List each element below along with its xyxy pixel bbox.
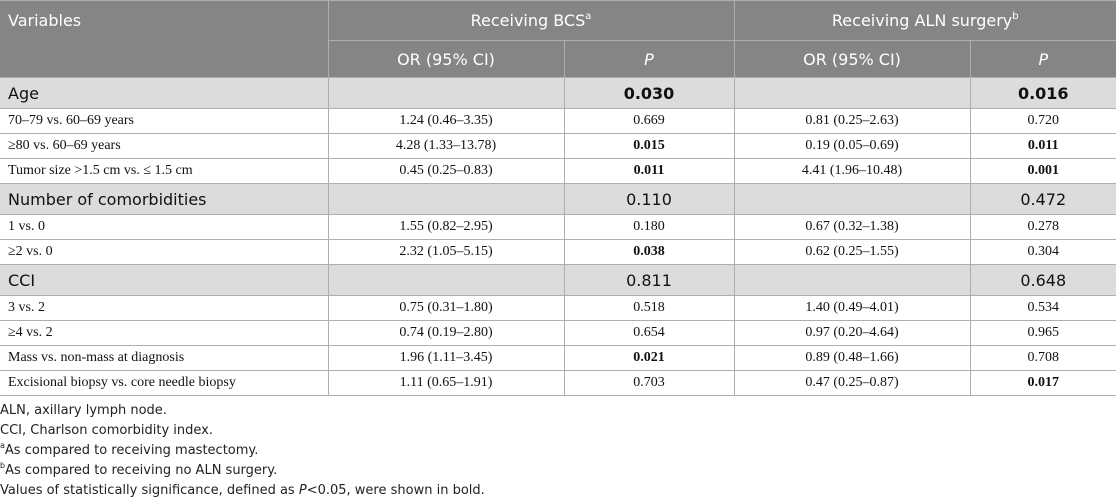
cell-or-aln: 0.89 (0.48–1.66) xyxy=(733,345,971,371)
header-aln-label: Receiving ALN surgery xyxy=(831,11,1013,30)
row-label: 70–79 vs. 60–69 years xyxy=(0,108,329,134)
cell-p-bcs: 0.811 xyxy=(563,264,735,296)
cell-p-bcs: 0.030 xyxy=(563,77,735,109)
cell-or-aln: 0.81 (0.25–2.63) xyxy=(733,108,971,134)
cell-p-bcs: 0.703 xyxy=(563,370,735,396)
group-row-cci: CCI 0.811 0.648 xyxy=(0,264,1116,296)
cell-p-aln: 0.720 xyxy=(969,108,1116,134)
footnote-b-mark: b xyxy=(0,461,6,470)
cell-or-bcs xyxy=(327,77,565,109)
cell-p-bcs: 0.038 xyxy=(563,239,735,265)
cell-or-aln: 0.47 (0.25–0.87) xyxy=(733,370,971,396)
row-label: 1 vs. 0 xyxy=(0,214,329,240)
footnote-b: bAs compared to receiving no ALN surgery… xyxy=(0,461,1116,481)
footnote-cci: CCI, Charlson comorbidity index. xyxy=(0,423,214,438)
cell-or-bcs: 1.55 (0.82–2.95) xyxy=(327,214,565,240)
cell-p-bcs: 0.654 xyxy=(563,320,735,346)
footnote-sig-pre: Values of statistically significance, de… xyxy=(0,483,299,498)
header-bcs-label: Receiving BCS xyxy=(470,11,586,30)
cell-or-aln xyxy=(733,264,971,296)
row-label: Excisional biopsy vs. core needle biopsy xyxy=(0,370,329,396)
header-bcs-footnote-mark: a xyxy=(585,11,592,22)
header-bcs: Receiving BCSa xyxy=(327,0,735,41)
cell-or-bcs: 1.96 (1.11–3.45) xyxy=(327,345,565,371)
cell-p-bcs: 0.015 xyxy=(563,133,735,159)
table-row: Mass vs. non-mass at diagnosis 1.96 (1.1… xyxy=(0,345,1116,371)
header-p-bcs: P xyxy=(563,40,735,78)
group-row-comorbidities: Number of comorbidities 0.110 0.472 xyxy=(0,183,1116,215)
row-label: ≥80 vs. 60–69 years xyxy=(0,133,329,159)
header-or-aln: OR (95% CI) xyxy=(733,40,971,78)
cell-p-aln: 0.011 xyxy=(969,133,1116,159)
table-row: ≥80 vs. 60–69 years 4.28 (1.33–13.78) 0.… xyxy=(0,133,1116,159)
cell-p-aln: 0.017 xyxy=(969,370,1116,396)
footnote-a: aAs compared to receiving mastectomy. xyxy=(0,441,1116,461)
cell-or-bcs: 0.74 (0.19–2.80) xyxy=(327,320,565,346)
row-label: Mass vs. non-mass at diagnosis xyxy=(0,345,329,371)
cell-or-aln xyxy=(733,77,971,109)
cell-p-bcs: 0.180 xyxy=(563,214,735,240)
row-label: Tumor size >1.5 cm vs. ≤ 1.5 cm xyxy=(0,158,329,184)
header-variables: Variables xyxy=(0,0,329,78)
cell-or-bcs: 0.45 (0.25–0.83) xyxy=(327,158,565,184)
cell-or-aln: 0.97 (0.20–4.64) xyxy=(733,320,971,346)
row-label: Age xyxy=(0,77,329,109)
table-row: ≥4 vs. 2 0.74 (0.19–2.80) 0.654 0.97 (0.… xyxy=(0,320,1116,346)
cell-or-aln: 4.41 (1.96–10.48) xyxy=(733,158,971,184)
cell-or-aln: 0.67 (0.32–1.38) xyxy=(733,214,971,240)
cell-p-aln: 0.708 xyxy=(969,345,1116,371)
footnote-a-text: As compared to receiving mastectomy. xyxy=(4,443,259,458)
footnote-b-text: As compared to receiving no ALN surgery. xyxy=(5,463,278,478)
cell-or-bcs xyxy=(327,183,565,215)
cell-p-aln: 0.304 xyxy=(969,239,1116,265)
header-row-1: Variables Receiving BCSa Receiving ALN s… xyxy=(0,0,1116,78)
cell-p-aln: 0.472 xyxy=(969,183,1116,215)
footnote-sig-p: P xyxy=(298,483,307,498)
cell-p-bcs: 0.518 xyxy=(563,295,735,321)
footnote-a-mark: a xyxy=(0,441,5,450)
cell-p-aln: 0.278 xyxy=(969,214,1116,240)
footnote-aln: ALN, axillary lymph node. xyxy=(0,403,167,418)
cell-or-aln: 1.40 (0.49–4.01) xyxy=(733,295,971,321)
cell-or-aln: 0.19 (0.05–0.69) xyxy=(733,133,971,159)
cell-p-bcs: 0.011 xyxy=(563,158,735,184)
cell-or-bcs: 1.11 (0.65–1.91) xyxy=(327,370,565,396)
cell-or-bcs: 1.24 (0.46–3.35) xyxy=(327,108,565,134)
cell-p-bcs: 0.110 xyxy=(563,183,735,215)
row-label: 3 vs. 2 xyxy=(0,295,329,321)
header-p-aln: P xyxy=(969,40,1116,78)
header-aln-footnote-mark: b xyxy=(1012,11,1019,22)
cell-p-bcs: 0.021 xyxy=(563,345,735,371)
table-footnotes: ALN, axillary lymph node. CCI, Charlson … xyxy=(0,401,1116,501)
table-row: 1 vs. 0 1.55 (0.82–2.95) 0.180 0.67 (0.3… xyxy=(0,214,1116,240)
table-row: Tumor size >1.5 cm vs. ≤ 1.5 cm 0.45 (0.… xyxy=(0,158,1116,184)
cell-or-bcs: 4.28 (1.33–13.78) xyxy=(327,133,565,159)
cell-p-aln: 0.648 xyxy=(969,264,1116,296)
row-label: ≥4 vs. 2 xyxy=(0,320,329,346)
cell-or-aln: 0.62 (0.25–1.55) xyxy=(733,239,971,265)
row-label: Number of comorbidities xyxy=(0,183,329,215)
cell-or-aln xyxy=(733,183,971,215)
footnote-sig-post: <0.05, were shown in bold. xyxy=(306,483,485,498)
row-label: ≥2 vs. 0 xyxy=(0,239,329,265)
table-row: 3 vs. 2 0.75 (0.31–1.80) 0.518 1.40 (0.4… xyxy=(0,295,1116,321)
table-row: 70–79 vs. 60–69 years 1.24 (0.46–3.35) 0… xyxy=(0,108,1116,134)
table-row: Excisional biopsy vs. core needle biopsy… xyxy=(0,370,1116,396)
row-label: CCI xyxy=(0,264,329,296)
cell-or-bcs: 2.32 (1.05–5.15) xyxy=(327,239,565,265)
header-aln: Receiving ALN surgeryb xyxy=(733,0,1116,41)
cell-p-aln: 0.016 xyxy=(969,77,1116,109)
table-row: ≥2 vs. 0 2.32 (1.05–5.15) 0.038 0.62 (0.… xyxy=(0,239,1116,265)
cell-p-bcs: 0.669 xyxy=(563,108,735,134)
footnote-significance: Values of statistically significance, de… xyxy=(0,481,1116,501)
cell-or-bcs xyxy=(327,264,565,296)
header-or-bcs: OR (95% CI) xyxy=(328,40,565,78)
results-table: Variables Receiving BCSa Receiving ALN s… xyxy=(0,0,1116,396)
cell-or-bcs: 0.75 (0.31–1.80) xyxy=(327,295,565,321)
group-row-age: Age 0.030 0.016 xyxy=(0,77,1116,109)
cell-p-aln: 0.534 xyxy=(969,295,1116,321)
cell-p-aln: 0.965 xyxy=(969,320,1116,346)
cell-p-aln: 0.001 xyxy=(969,158,1116,184)
